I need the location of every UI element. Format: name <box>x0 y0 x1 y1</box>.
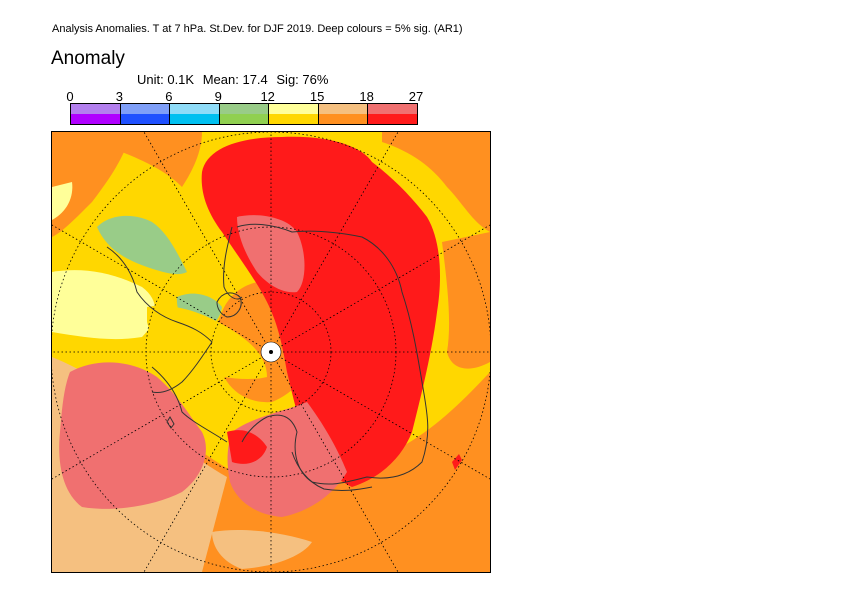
north-pole-marker <box>260 341 282 363</box>
legend-swatch <box>170 104 220 124</box>
legend-swatch <box>219 104 270 124</box>
coastlines <box>106 223 429 491</box>
legend-swatch-deep <box>219 114 269 124</box>
legend-swatch-deep <box>120 114 170 124</box>
legend-swatch-deep <box>269 114 318 124</box>
legend-tick: 15 <box>309 89 325 104</box>
legend-swatch <box>269 104 319 124</box>
unit-label: Unit: 0.1K <box>137 72 195 87</box>
header-title: Analysis Anomalies. T at 7 hPa. St.Dev. … <box>52 23 463 35</box>
polar-map <box>51 131 491 573</box>
anomaly-region-green <box>97 215 187 275</box>
panel-title: Anomaly <box>51 48 125 69</box>
anomaly-region-red <box>227 430 267 464</box>
anomaly-region-light-yellow <box>52 270 156 340</box>
legend-tick: 6 <box>165 89 173 104</box>
meridian-lines <box>52 132 490 572</box>
legend-swatch-deep <box>170 114 219 124</box>
legend-ticks: 0 3 6 9 12 15 18 27 <box>66 89 423 104</box>
anomaly-region-light-red <box>59 362 206 509</box>
legend-swatch-deep <box>318 114 368 124</box>
color-legend: 0 3 6 9 12 15 18 27 <box>66 89 423 125</box>
legend-tick: 12 <box>260 89 275 104</box>
mean-label: Mean: 17.4 <box>202 72 268 87</box>
sig-label: Sig: 76% <box>276 72 329 87</box>
legend-color-bar <box>70 103 418 125</box>
coastline <box>151 366 228 443</box>
anomaly-region-light-red <box>237 215 305 293</box>
stats-line: Unit: 0.1K Mean: 17.4 Sig: 76% <box>137 72 333 87</box>
legend-swatch-light <box>219 104 269 114</box>
legend-swatch-deep <box>368 114 418 124</box>
pole-dot <box>269 350 273 354</box>
anomaly-region-yellow <box>147 305 267 380</box>
legend-swatch <box>71 104 121 124</box>
legend-tick: 27 <box>408 89 424 104</box>
coastline <box>166 416 175 429</box>
map-svg <box>52 132 490 572</box>
coastline <box>106 246 213 393</box>
anomaly-region-red <box>452 454 462 470</box>
coastline <box>223 226 243 300</box>
anomaly-region-orange <box>112 132 202 187</box>
legend-tick: 0 <box>66 89 74 104</box>
anomaly-region-light-yellow <box>52 182 73 220</box>
legend-tick: 18 <box>359 89 374 104</box>
anomaly-region-orange <box>382 132 490 232</box>
legend-swatch <box>120 104 171 124</box>
legend-swatch-deep <box>71 114 120 124</box>
legend-swatch-light <box>368 104 418 114</box>
legend-tick: 3 <box>115 89 124 104</box>
legend-swatch-light <box>170 104 219 114</box>
legend-swatch-light <box>120 104 170 114</box>
legend-swatch <box>368 104 418 124</box>
coastline <box>291 451 373 491</box>
anomaly-region-orange <box>442 232 490 369</box>
legend-swatch-light <box>269 104 318 114</box>
legend-tick: 9 <box>214 89 222 104</box>
legend-swatch-light <box>71 104 120 114</box>
legend-swatch-light <box>318 104 368 114</box>
anomaly-region-light-orange <box>212 530 312 569</box>
anomaly-region-orange <box>52 132 132 237</box>
coastline <box>236 223 429 485</box>
anomaly-region-light-red <box>227 402 347 517</box>
legend-swatch <box>318 104 369 124</box>
